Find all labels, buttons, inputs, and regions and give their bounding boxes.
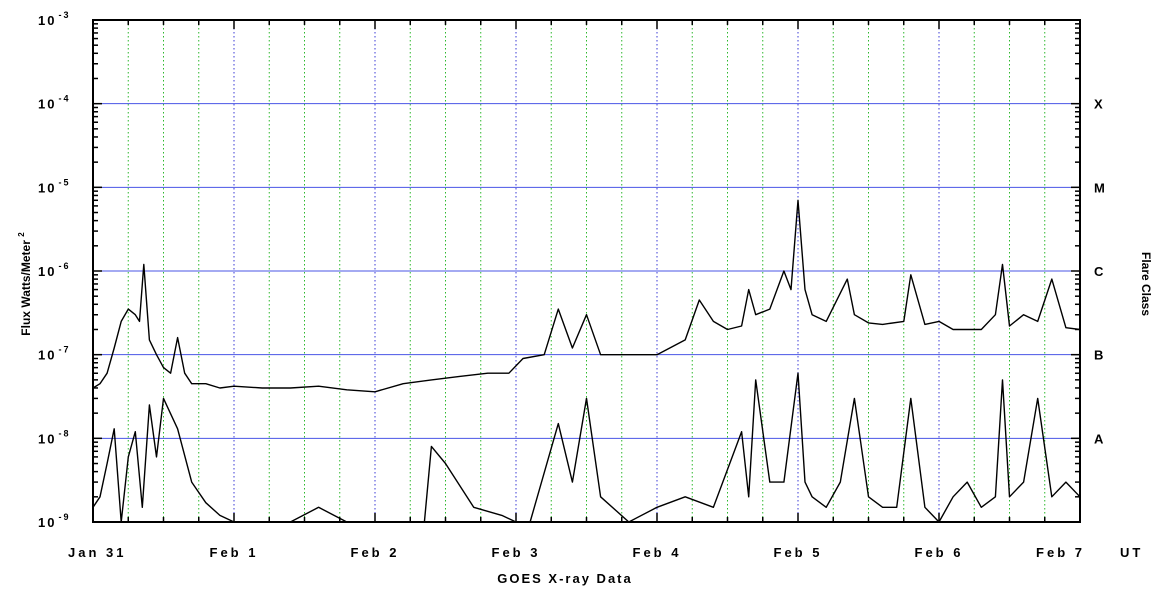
y-axis-label-text: Flux Watts/Meter: [19, 240, 33, 336]
flux-series-short: [92, 372, 1081, 523]
x-tick-label: Feb 7: [1036, 545, 1085, 560]
x-tick-label: Feb 5: [774, 545, 823, 560]
y-tick-label: 10 -3: [38, 10, 70, 28]
flare-class-label: A: [1094, 431, 1104, 446]
flux-series: [92, 199, 1081, 523]
y-tick-label: 10 -4: [38, 94, 70, 112]
x-tick-label: Feb 2: [351, 545, 400, 560]
flux-series-long: [92, 199, 1081, 393]
x-tick-labels: Jan 31 Feb 1 Feb 2 Feb 3 Feb 4 Feb 5 Feb 6 Feb …: [68, 545, 1085, 560]
flare-class-label: C: [1094, 264, 1104, 279]
y-tick-label: 10 -8: [38, 428, 70, 446]
x-tick-label: Feb 1: [210, 545, 259, 560]
x-unit-label: UT: [1120, 545, 1143, 560]
right-axis-label: Flare Class: [1139, 252, 1153, 316]
y-axis-label-superscript: 2: [17, 232, 26, 237]
y-tick-label: 10 -9: [38, 512, 70, 530]
y-tick-labels: 10-9 10-8 10-7 10-6 10-5 10-4 10-3: [38, 10, 70, 530]
flare-class-label: X: [1094, 97, 1103, 112]
flare-class-labels: A B C M X: [1094, 97, 1105, 447]
y-tick-label: 10 -6: [38, 261, 70, 279]
flare-class-label: M: [1094, 180, 1105, 195]
y-tick-label: 10 -5: [38, 177, 70, 195]
y-tick-label: 10 -7: [38, 345, 70, 363]
x-tick-label: Feb 3: [492, 545, 541, 560]
x-tick-label: Feb 4: [633, 545, 682, 560]
flare-class-label: B: [1094, 348, 1103, 363]
y-axis-label: Flux Watts/Meter 2: [17, 232, 33, 336]
x-tick-label: Feb 6: [915, 545, 964, 560]
x-axis-label: GOES X-ray Data: [497, 571, 633, 586]
x-tick-label: Jan 31: [68, 545, 126, 560]
axis-ticks: [92, 20, 1081, 523]
